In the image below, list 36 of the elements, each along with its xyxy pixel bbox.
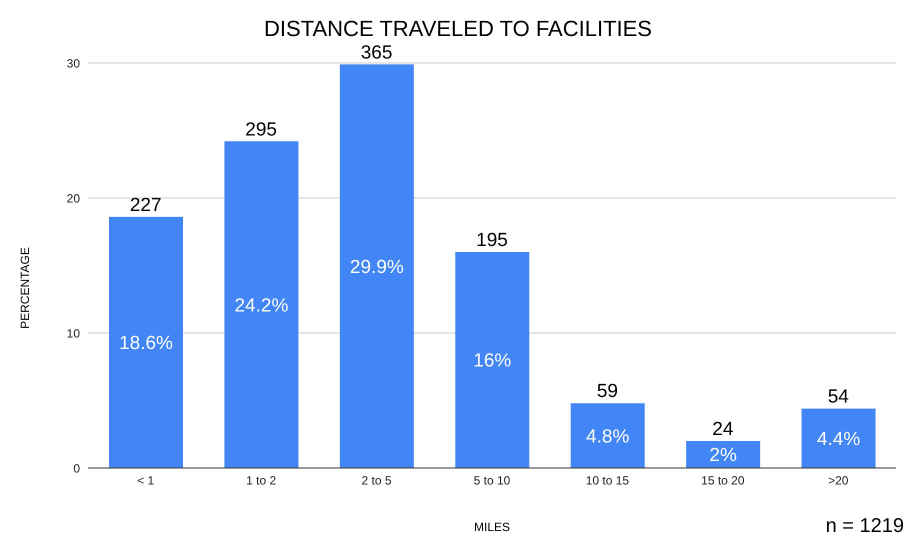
bar	[455, 252, 530, 468]
x-tick-label: 15 to 20	[701, 474, 745, 488]
x-tick-label: 2 to 5	[362, 474, 392, 488]
x-tick-label: >20	[828, 474, 849, 488]
y-tick-label: 0	[73, 461, 80, 476]
y-axis-title: PERCENTAGE	[18, 247, 32, 329]
data-label: 18.6%	[119, 333, 174, 354]
data-label: 4.8%	[586, 426, 630, 448]
y-tick-label: 10	[66, 326, 80, 340]
data-label: 24.2%	[234, 295, 288, 316]
annotation: 54	[828, 386, 850, 408]
y-tick-label: 30	[66, 56, 80, 70]
annotation: 24	[712, 419, 734, 440]
annotation: 195	[476, 230, 508, 251]
x-tick-label: 1 to 2	[246, 474, 276, 488]
text: n = 1219	[826, 515, 904, 538]
annotation: 365	[360, 42, 392, 64]
annotation: 59	[596, 381, 618, 402]
x-tick-label: 10 to 15	[586, 474, 630, 488]
annotation: 295	[245, 119, 277, 140]
data-label: 4.4%	[816, 429, 860, 450]
x-tick-label: < 1	[137, 474, 155, 488]
y-tick-label: 20	[66, 191, 80, 206]
bar	[686, 441, 760, 468]
data-label: 29.9%	[350, 256, 404, 278]
bar	[570, 403, 645, 468]
bar	[109, 216, 183, 468]
data-label: 16%	[473, 350, 512, 372]
bar	[802, 408, 876, 468]
annotation: 227	[130, 194, 162, 216]
data-label: 2%	[709, 445, 737, 466]
x-axis-title: MILES	[474, 520, 510, 534]
chart-title: DISTANCE TRAVELED TO FACILITIES	[263, 16, 653, 42]
bar	[224, 141, 298, 468]
x-tick-label: 5 to 10	[474, 474, 511, 488]
bar	[340, 64, 414, 468]
